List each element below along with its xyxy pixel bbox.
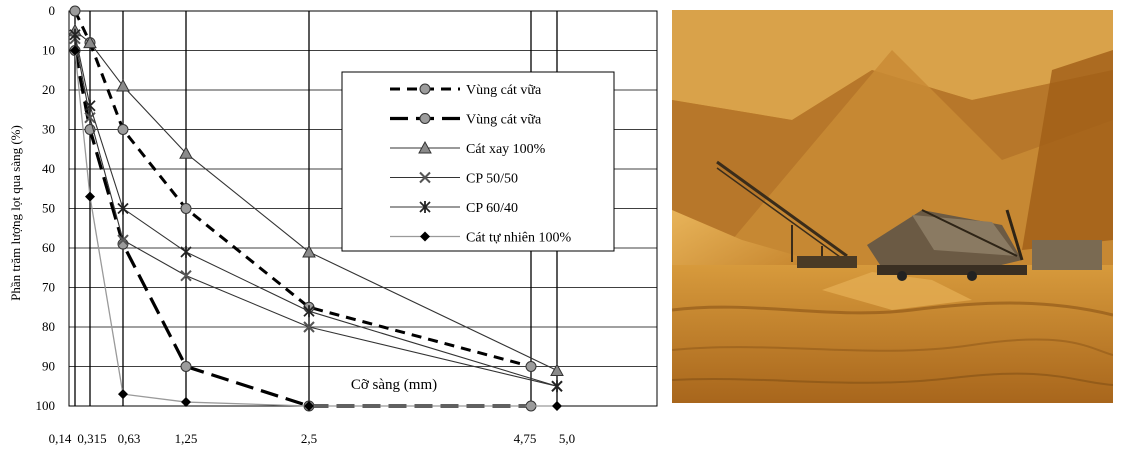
triangle-marker <box>302 244 316 258</box>
x-tick-label: 0,63 <box>118 431 141 446</box>
circle-marker <box>69 5 81 17</box>
screening-plant-icon <box>867 209 1102 281</box>
legend-item: CP 50/50 <box>390 172 518 187</box>
legend-label: CP 60/40 <box>466 201 518 216</box>
legend-label: Cát tự nhiên 100% <box>466 231 572 246</box>
diamond-marker <box>304 401 314 411</box>
circle-marker <box>180 203 192 214</box>
sieve-chart: 0 10 20 30 40 50 60 70 80 90 100 0,14 0,315 0,63 1,25 2… <box>8 3 658 446</box>
x-axis-title: Cỡ sàng (mm) <box>351 377 437 393</box>
y-tick-label: 20 <box>42 82 55 97</box>
y-tick-label: 80 <box>42 319 55 334</box>
x-tick-label: 0,14 <box>49 431 72 446</box>
series <box>69 28 563 393</box>
diamond-marker <box>420 231 430 242</box>
legend-label: CP 50/50 <box>466 172 518 187</box>
diamond-marker <box>552 401 562 411</box>
y-tick-label: 60 <box>42 240 55 255</box>
circle-marker <box>419 83 431 95</box>
x-marker <box>117 234 129 246</box>
x-marker <box>84 111 96 124</box>
y-axis-title: Phần trăm lượng lọt qua sàng (%) <box>8 125 23 301</box>
star-marker <box>69 28 81 41</box>
star-marker <box>303 305 315 318</box>
star-marker <box>551 380 563 393</box>
diamond-marker <box>85 191 95 202</box>
x-tick-label: 0,315 <box>77 431 106 446</box>
series-layer <box>68 5 564 412</box>
y-tick-label: 10 <box>42 43 55 58</box>
legend-item: CP 60/40 <box>390 201 518 216</box>
legend-item: Vùng cát vữa <box>390 113 542 128</box>
diamond-marker <box>118 389 128 400</box>
y-tick-label: 30 <box>42 122 55 137</box>
legend: Vùng cát vữa Vùng cát vữa Cát xay 100% CP 5… <box>341 71 615 252</box>
star-marker <box>180 245 192 258</box>
triangle-marker <box>550 363 564 376</box>
series-line <box>74 34 558 387</box>
tick-labels: 0 10 20 30 40 50 60 70 80 90 100 0,14 0,315 0,63 1,25 2… <box>36 3 576 446</box>
triangle-marker <box>418 140 432 154</box>
star-marker <box>84 99 96 112</box>
triangle-marker <box>179 146 193 159</box>
series-line <box>73 10 532 368</box>
legend-item: Cát xay 100% <box>390 140 546 157</box>
circle-marker <box>117 124 129 135</box>
star-marker <box>419 201 431 213</box>
legend-label: Vùng cát vữa <box>466 113 542 128</box>
legend-label: Cát xay 100% <box>466 142 546 157</box>
star-marker <box>117 202 129 215</box>
circle-marker <box>525 361 537 372</box>
diamond-marker <box>181 397 191 408</box>
y-tick-label: 70 <box>42 280 55 295</box>
x-tick-label: 1,25 <box>175 431 198 446</box>
y-tick-label: 90 <box>42 359 55 374</box>
legend-item: Vùng cát vữa <box>390 83 542 98</box>
series <box>70 45 562 411</box>
triangle-marker <box>116 79 130 92</box>
y-tick-label: 0 <box>49 3 56 18</box>
circle-marker <box>419 113 431 124</box>
legend-box <box>341 71 615 252</box>
series-line <box>74 50 557 407</box>
triangle-marker <box>83 35 97 49</box>
y-tick-label: 50 <box>42 201 55 216</box>
y-tick-label: 40 <box>42 161 55 176</box>
sand-quarry-photo <box>672 10 1113 403</box>
diamond-marker <box>70 45 80 56</box>
conveyor-icon <box>716 160 857 268</box>
x-tick-label: 2,5 <box>301 431 317 446</box>
x-tick-label: 5,0 <box>559 431 575 446</box>
legend-item: Cát tự nhiên 100% <box>390 231 572 246</box>
x-tick-label: 4,75 <box>514 431 537 446</box>
x-marker <box>303 321 315 333</box>
legend-label: Vùng cát vữa <box>466 83 542 98</box>
x-marker <box>180 269 192 282</box>
y-tick-label: 100 <box>36 398 56 413</box>
circle-marker <box>180 361 192 372</box>
x-marker <box>419 171 431 184</box>
